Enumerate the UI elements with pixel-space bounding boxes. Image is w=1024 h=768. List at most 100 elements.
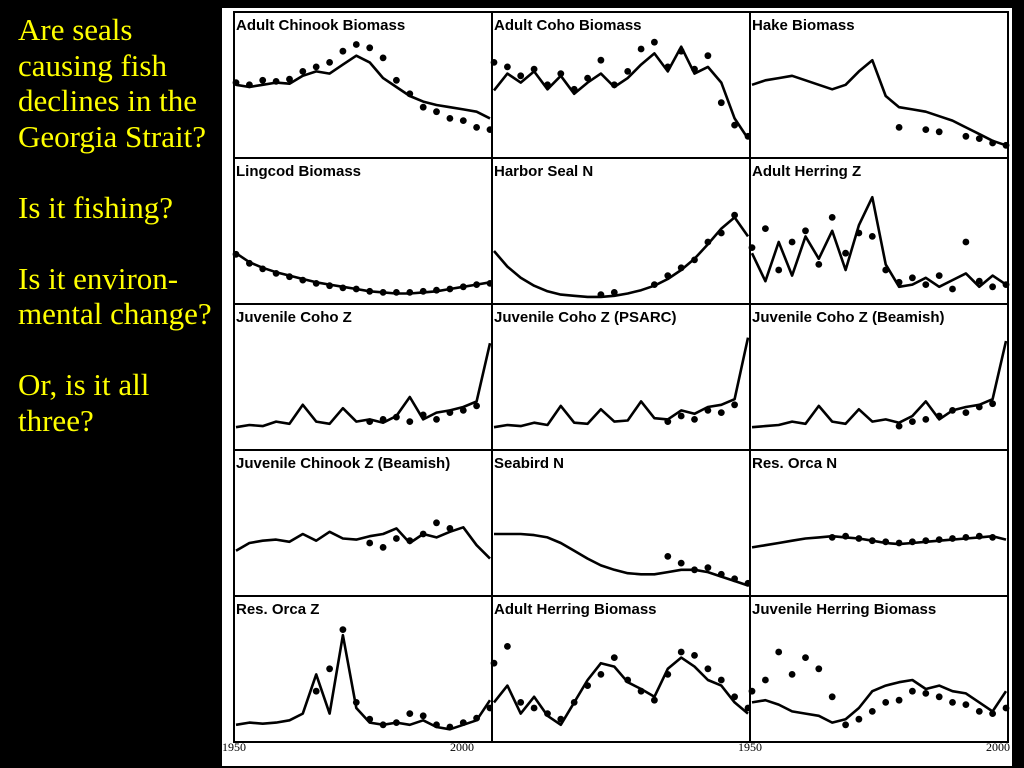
observation-point (989, 710, 996, 717)
observation-point (909, 418, 916, 425)
observation-point (962, 534, 970, 541)
observation-point (459, 117, 467, 124)
observation-point (975, 403, 983, 411)
observation-point (419, 287, 427, 295)
observation-point (433, 286, 440, 294)
observation-point (691, 416, 698, 423)
observation-point (379, 721, 387, 729)
question-all-three: Or, is it all three? (18, 367, 150, 438)
model-line (492, 656, 749, 727)
observation-point (691, 65, 698, 73)
observation-point (557, 70, 565, 77)
observation-point (989, 400, 996, 408)
panel-title: Juvenile Coho Z (236, 309, 352, 326)
observation-point (1002, 141, 1010, 149)
observation-point (366, 287, 374, 295)
observation-point (815, 665, 823, 673)
observation-point (802, 227, 809, 235)
observation-point (895, 422, 903, 430)
observation-point (570, 699, 578, 706)
observation-point (717, 676, 725, 684)
observation-point (962, 132, 970, 140)
observation-point (651, 38, 658, 46)
observation-point (473, 124, 480, 131)
observation-point (446, 525, 454, 532)
panel-title: Adult Chinook Biomass (236, 17, 405, 34)
observation-point (597, 291, 605, 298)
observation-point (393, 76, 400, 84)
observation-point (868, 708, 876, 715)
observation-point (459, 407, 467, 414)
panel-title: Adult Coho Biomass (494, 17, 642, 34)
observation-point (624, 68, 632, 75)
observation-point (379, 289, 387, 296)
observation-point (530, 704, 538, 712)
observation-point (868, 537, 876, 545)
observation-point (433, 416, 440, 423)
observation-point (312, 280, 320, 287)
observation-point (366, 44, 374, 52)
x-tick-label: 1950 (222, 740, 246, 754)
observation-point (677, 412, 685, 420)
observation-point (855, 229, 863, 237)
observation-point (748, 687, 756, 695)
observation-point (922, 537, 930, 545)
panel-title: Adult Herring Z (752, 163, 861, 180)
observation-point (909, 274, 916, 282)
panel-hake-biomass: Hake Biomass (749, 11, 1010, 159)
observation-point (419, 411, 427, 419)
observation-point (339, 626, 347, 633)
observation-point (1002, 281, 1010, 288)
observation-point (731, 401, 738, 409)
observation-point (949, 699, 956, 706)
observation-point (504, 643, 511, 650)
panel-title: Juvenile Herring Biomass (752, 601, 936, 618)
observation-point (962, 409, 970, 416)
observation-point (704, 665, 712, 673)
observation-point (259, 265, 267, 273)
observation-point (895, 124, 903, 131)
observation-point (473, 402, 480, 410)
observation-point (975, 135, 983, 142)
observation-point (557, 715, 565, 723)
panel-seabird-n: Seabird N (491, 449, 752, 597)
observation-point (419, 530, 427, 538)
observation-point (312, 687, 320, 695)
observation-point (842, 532, 849, 540)
observation-point (704, 238, 712, 246)
panel-title: Hake Biomass (752, 17, 855, 34)
observation-point (802, 654, 809, 661)
observation-point (433, 519, 440, 527)
observation-point (909, 538, 916, 546)
observation-point (949, 285, 956, 293)
observation-point (517, 72, 525, 80)
observation-point (828, 693, 836, 701)
observation-point (731, 121, 738, 129)
panel-adult-herring-z: Adult Herring Z (748, 157, 1010, 305)
observation-point (272, 78, 280, 85)
observation-point (406, 90, 414, 98)
observation-point (788, 238, 796, 246)
observation-point (909, 687, 916, 695)
observation-point (868, 233, 876, 240)
observation-point (748, 244, 756, 252)
observation-point (352, 285, 360, 293)
observation-point (246, 81, 253, 89)
observation-point (989, 139, 996, 147)
panel-title: Harbor Seal N (494, 163, 593, 180)
chart-panels: Adult Chinook Biomass Adult Coho Biomass H… (232, 11, 1010, 743)
observation-point (473, 714, 480, 722)
observation-point (935, 272, 943, 279)
observation-point (326, 282, 333, 290)
observation-point (584, 682, 591, 689)
panel-frame (233, 595, 493, 743)
panel-frame (749, 595, 1009, 743)
observation-point (459, 719, 467, 726)
observation-point (895, 696, 903, 704)
observation-point (352, 699, 360, 706)
observation-point (1002, 704, 1010, 712)
panel-juvenile-chinook-z-beamish: Juvenile Chinook Z (Beamish) (233, 449, 493, 597)
observation-point (664, 418, 672, 425)
observation-point (299, 68, 307, 75)
observation-point (922, 416, 930, 423)
